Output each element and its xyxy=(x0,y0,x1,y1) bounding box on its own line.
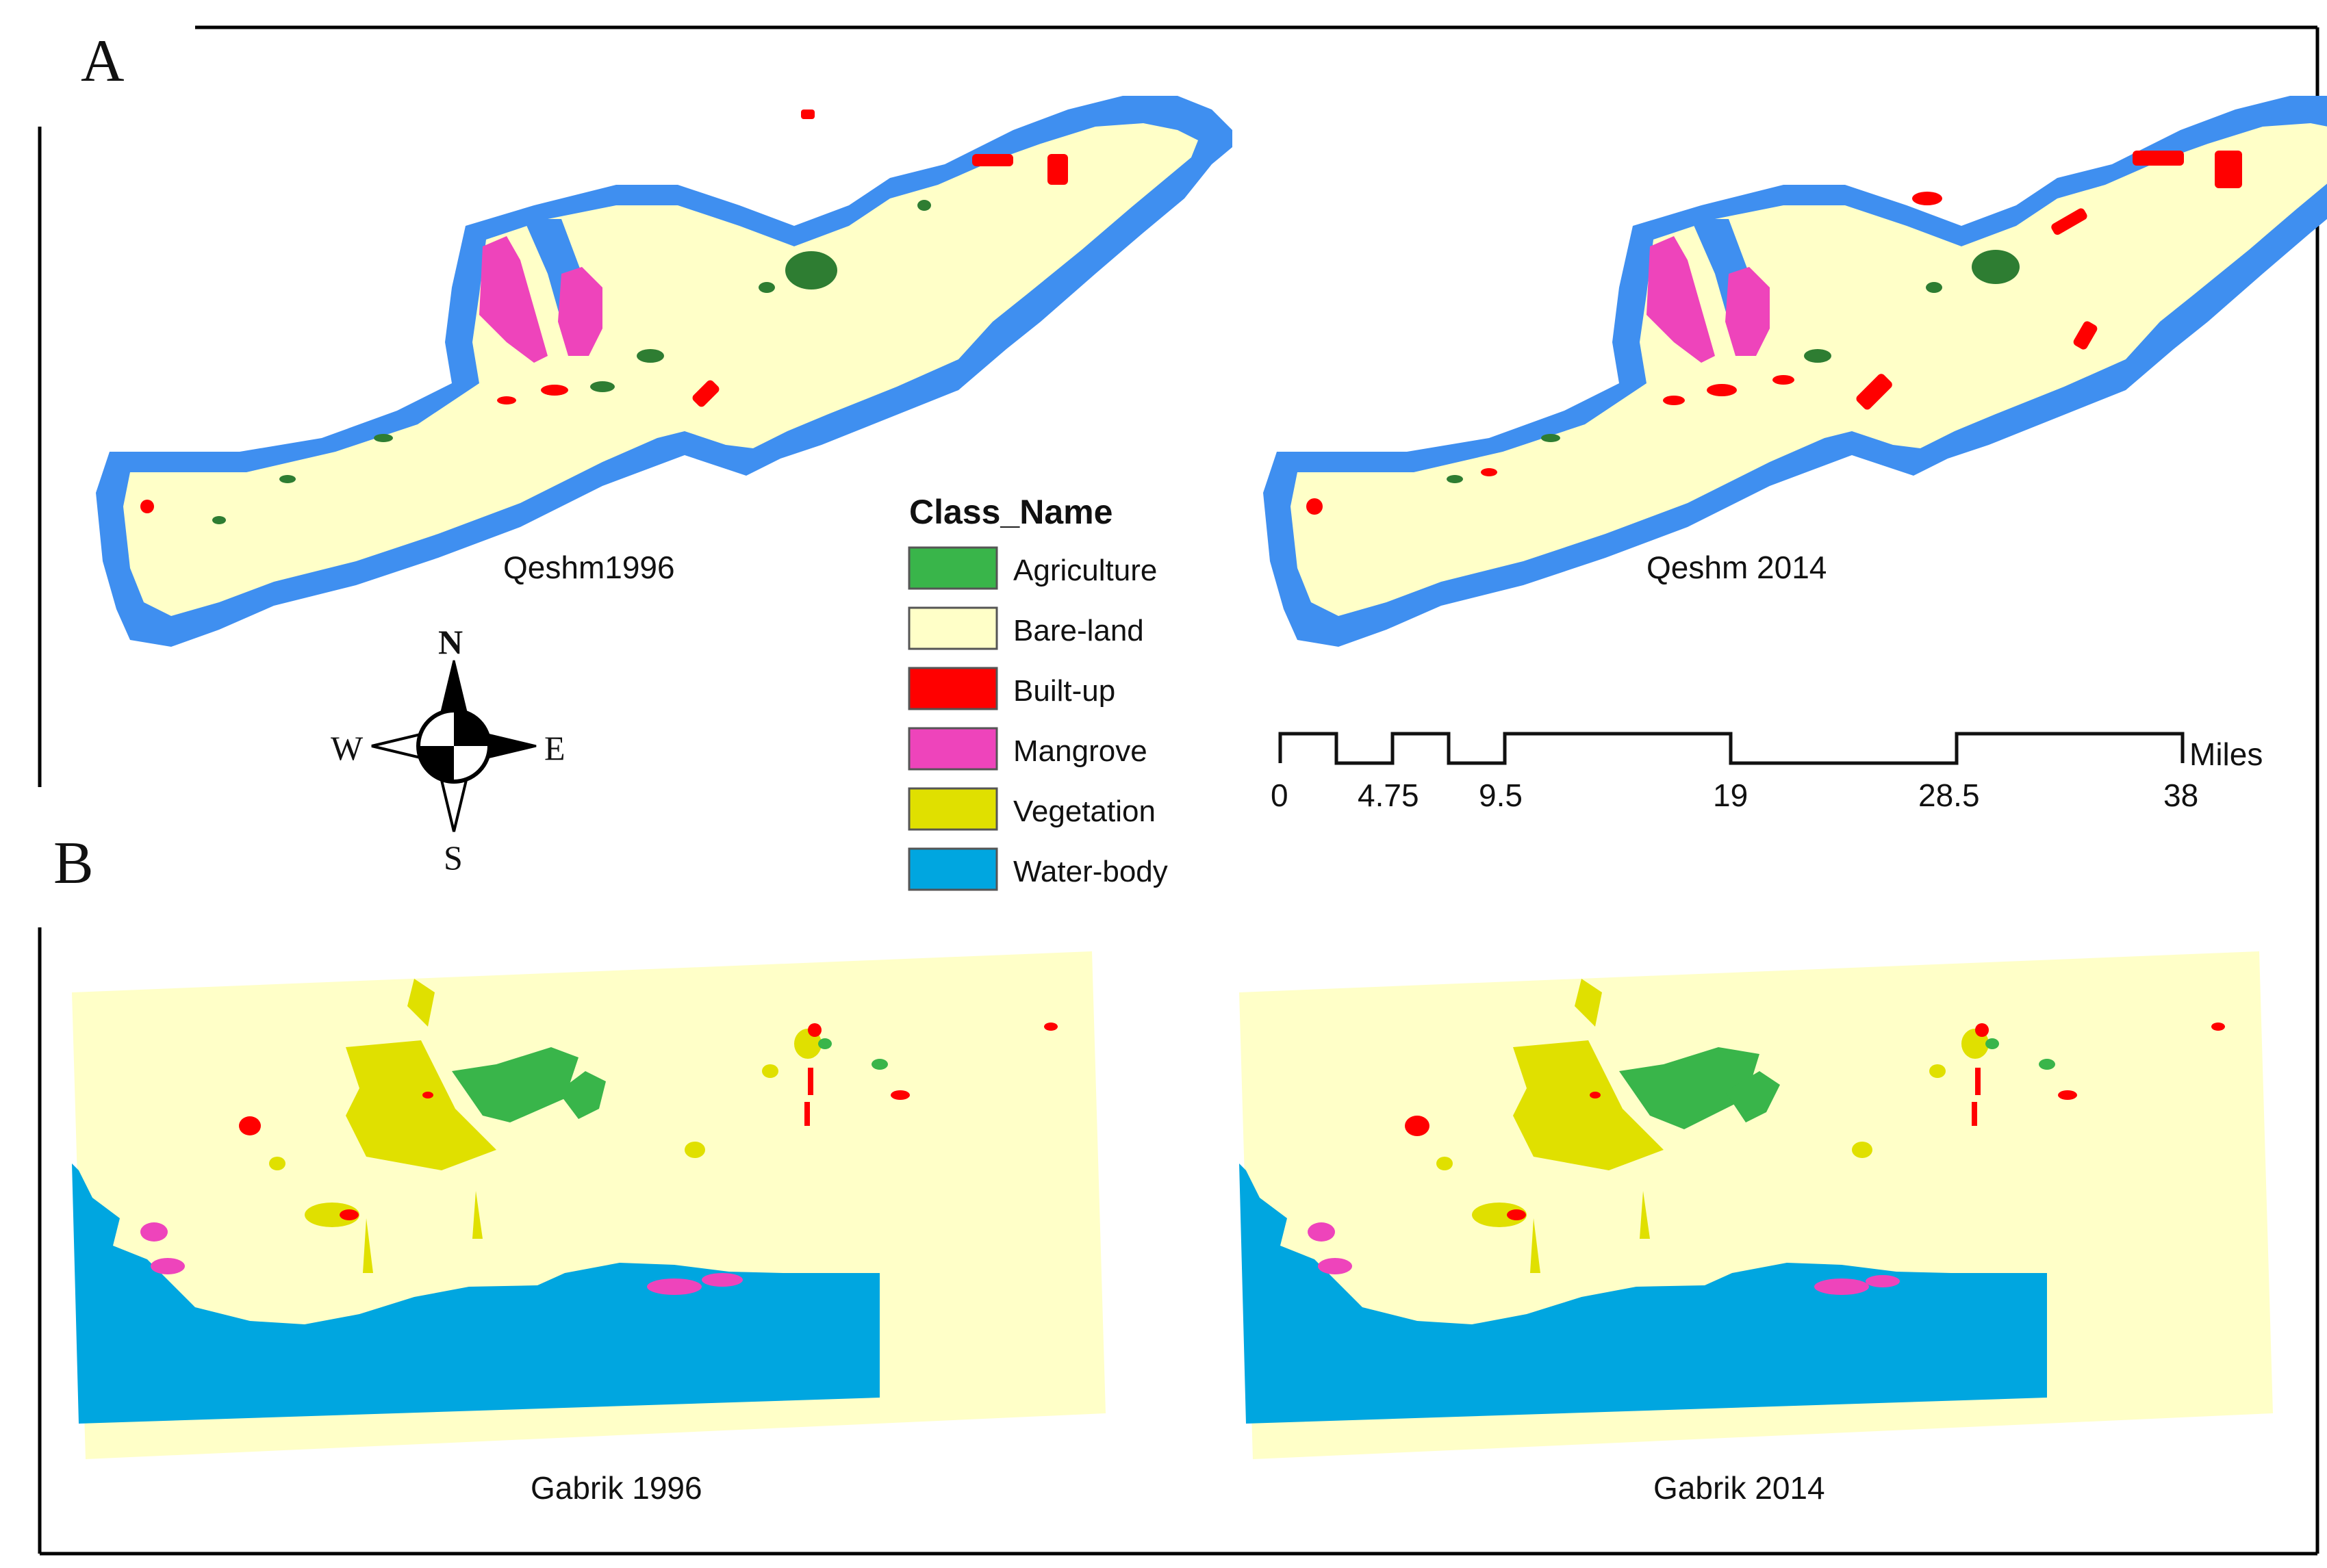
qeshm-built-up-patches xyxy=(140,110,1068,513)
scale-bar: 0 4.75 9.5 19 28.5 38 Miles xyxy=(1271,732,2263,813)
compass-rose: N S E W xyxy=(331,623,565,877)
gabrik-built-up-patches xyxy=(239,1023,1058,1220)
gabrik-mangrove-patches xyxy=(140,1222,743,1295)
map-title-gabrik-2014: Gabrik 2014 xyxy=(1653,1470,1825,1506)
map-title-qeshm-1996: Qeshm1996 xyxy=(503,550,675,585)
scale-tick-9-5: 9.5 xyxy=(1479,777,1523,813)
qeshm-agriculture-patches xyxy=(212,200,931,524)
legend-item-vegetation: Vegetation xyxy=(908,787,1156,831)
legend-label: Built-up xyxy=(1013,674,1115,708)
scale-tick-28-5: 28.5 xyxy=(1918,777,1980,813)
scale-tick-38: 38 xyxy=(2163,777,2198,813)
legend-label: Water-body xyxy=(1013,855,1168,888)
gabrik-vegetation-patches xyxy=(1436,979,1989,1273)
compass-s: S xyxy=(444,838,463,877)
compass-w: W xyxy=(331,729,364,767)
map-title-gabrik-1996: Gabrik 1996 xyxy=(531,1470,702,1506)
map-gabrik-1996: Gabrik 1996 xyxy=(72,951,1106,1506)
legend-swatch xyxy=(908,667,998,710)
legend-label: Bare-land xyxy=(1013,614,1144,647)
gabrik-agriculture-patches xyxy=(452,1038,888,1122)
map-title-qeshm-2014: Qeshm 2014 xyxy=(1646,550,1827,585)
panel-label-b: B xyxy=(53,830,94,897)
legend-swatch xyxy=(908,546,998,590)
qeshm-built-up-patches xyxy=(1306,151,2242,515)
map-gabrik-2014: Gabrik 2014 xyxy=(1239,951,2273,1506)
north-arrow-icon xyxy=(371,660,537,832)
qeshm-agriculture-patches xyxy=(1447,250,2020,483)
legend-label: Mangrove xyxy=(1013,734,1147,768)
gabrik-vegetation-patches xyxy=(269,979,822,1273)
scale-tick-4-75: 4.75 xyxy=(1358,777,1419,813)
figure-frame xyxy=(38,25,2319,1556)
legend-swatch xyxy=(908,606,998,650)
legend-swatch xyxy=(908,727,998,771)
legend-swatch xyxy=(908,847,998,891)
legend-label: Agriculture xyxy=(1013,554,1157,587)
legend-label: Vegetation xyxy=(1013,795,1156,828)
legend-title: Class_Name xyxy=(909,493,1112,531)
scale-unit: Miles xyxy=(2189,736,2263,772)
compass-e: E xyxy=(544,729,565,767)
map-qeshm-1996: Qeshm1996 xyxy=(96,96,1232,647)
scale-tick-0: 0 xyxy=(1271,777,1288,813)
gabrik-mangrove-patches xyxy=(1308,1222,1900,1295)
legend-item-mangrove: Mangrove xyxy=(908,727,1147,771)
gabrik-built-up-patches xyxy=(1405,1023,2225,1220)
legend-item-bare-land: Bare-land xyxy=(908,606,1144,650)
gabrik-agriculture-patches xyxy=(1619,1038,2055,1129)
legend-item-agriculture: Agriculture xyxy=(908,546,1157,590)
compass-n: N xyxy=(438,623,463,661)
scale-tick-19: 19 xyxy=(1713,777,1748,813)
legend-item-water-body: Water-body xyxy=(908,847,1168,891)
legend-swatch xyxy=(908,787,998,831)
legend-item-built-up: Built-up xyxy=(908,667,1115,710)
map-qeshm-2014: Qeshm 2014 xyxy=(1263,96,2327,647)
legend: Class_Name Agriculture Bare-land Built-u… xyxy=(908,493,1168,891)
panel-label-a: A xyxy=(81,28,125,94)
